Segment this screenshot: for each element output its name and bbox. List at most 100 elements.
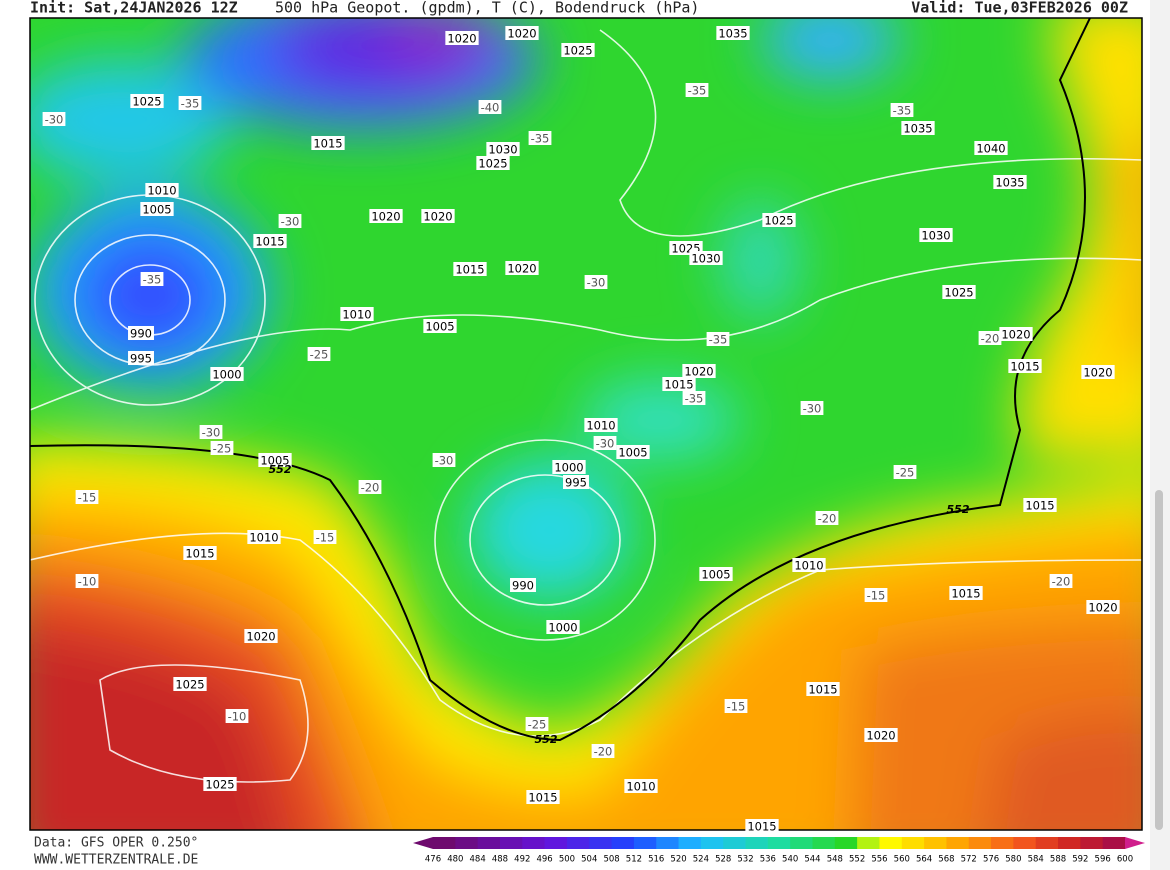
isobar-label: 1020 <box>1083 366 1112 380</box>
scale-swatch <box>678 837 702 849</box>
temperature-label: -35 <box>893 104 912 118</box>
temperature-label: -15 <box>316 531 335 545</box>
scale-label: 596 <box>1095 855 1111 865</box>
isobar-label: 1010 <box>342 308 371 322</box>
temperature-label-box <box>864 588 888 602</box>
scale-label: 512 <box>626 855 642 865</box>
temperature-label: -25 <box>213 442 232 456</box>
isobar-label-box <box>993 175 1027 189</box>
isobar-label-box <box>421 209 455 223</box>
scale-label: 548 <box>827 855 843 865</box>
scale-label: 480 <box>447 855 463 865</box>
isobar-label: 1025 <box>944 286 973 300</box>
temperature-label: -30 <box>45 113 64 127</box>
isobar-label-box <box>999 327 1033 341</box>
scale-label: 564 <box>916 855 932 865</box>
scale-label: 572 <box>961 855 977 865</box>
scale-swatch <box>924 837 947 849</box>
isobar-label-box <box>505 261 539 275</box>
temperature-label-box <box>685 83 709 97</box>
isobar-label: 990 <box>130 327 152 341</box>
scale-label: 488 <box>492 855 508 865</box>
isobar-label-box <box>247 530 281 544</box>
isobar-label: 1010 <box>147 184 176 198</box>
isobar-label-box <box>311 136 345 150</box>
scale-label: 600 <box>1117 855 1133 865</box>
temperature-label: -20 <box>818 512 837 526</box>
temperature-label: -35 <box>688 84 707 98</box>
valid-text: Valid: Tue,03FEB2026 00Z <box>911 0 1128 17</box>
scale-label: 552 <box>849 855 865 865</box>
isobar-label: 1015 <box>1025 499 1054 513</box>
temperature-label-box <box>278 214 302 228</box>
scale-label: 560 <box>894 855 910 865</box>
scale-swatch <box>1080 837 1104 849</box>
isobar-label-box <box>682 364 716 378</box>
isobar-label: 1015 <box>664 378 693 392</box>
temperature-label-box <box>478 100 502 114</box>
temperature-label: -10 <box>78 575 97 589</box>
temperature-label-box <box>432 453 456 467</box>
isobar-label: 1025 <box>132 95 161 109</box>
scale-label: 492 <box>514 855 530 865</box>
temperature-label-box <box>682 391 706 405</box>
scale-label: 568 <box>938 855 954 865</box>
temperature-label: -25 <box>528 718 547 732</box>
isobar-label-box <box>128 326 154 340</box>
scale-swatch <box>991 837 1014 849</box>
scale-arrow-right <box>1125 837 1145 849</box>
isobar-label: 1030 <box>921 229 950 243</box>
isobar-label-box <box>561 43 595 57</box>
isobar-label-box <box>974 141 1008 155</box>
temperature-label: -30 <box>587 276 606 290</box>
scale-swatch <box>544 837 568 849</box>
temperature-label: -20 <box>1052 575 1071 589</box>
scale-label: 584 <box>1028 855 1044 865</box>
temperature-label-box <box>584 275 608 289</box>
scale-label: 508 <box>603 855 619 865</box>
isobar-label-box <box>173 677 207 691</box>
scale-swatch <box>700 837 724 849</box>
scale-label: 500 <box>559 855 575 865</box>
site: WWW.WETTERZENTRALE.DE <box>34 853 198 868</box>
temperature-label-box <box>706 332 730 346</box>
temperature-label: -35 <box>709 333 728 347</box>
isobar-label: 1005 <box>142 203 171 217</box>
isobar-label: 1020 <box>866 729 895 743</box>
temperature-label-box <box>1049 574 1073 588</box>
isobar-label-box <box>806 682 840 696</box>
temperature-label-box <box>42 112 66 126</box>
scale-label: 588 <box>1050 855 1066 865</box>
scale-swatch <box>1058 837 1081 849</box>
isobar-label-box <box>624 779 658 793</box>
isobar-label-box <box>563 475 589 489</box>
isobar-label-box <box>584 418 618 432</box>
temperature-label: -35 <box>531 132 550 146</box>
isobar-label-box <box>689 251 723 265</box>
temperature-label: -20 <box>594 745 613 759</box>
isobar-label: 1015 <box>951 587 980 601</box>
scale-label: 504 <box>581 855 597 865</box>
temperature-label: -35 <box>685 392 704 406</box>
isobar-label: 1015 <box>313 137 342 151</box>
isobar-label-box <box>919 228 953 242</box>
temperature-label-box <box>525 717 549 731</box>
isobar-label: 1030 <box>488 143 517 157</box>
temperature-label: -30 <box>281 215 300 229</box>
scale-swatch <box>857 837 880 849</box>
scale-swatch <box>589 837 613 849</box>
isobar-label-box <box>244 629 278 643</box>
temperature-label: -20 <box>981 332 1000 346</box>
scale-swatch <box>1102 837 1126 849</box>
temperature-label: -35 <box>143 273 162 287</box>
scale-label: 576 <box>983 855 999 865</box>
scale-label: 516 <box>648 855 664 865</box>
isobar-label: 1015 <box>1010 360 1039 374</box>
temperature-label: -40 <box>481 101 500 115</box>
scale-swatch <box>633 837 657 849</box>
scale-swatch <box>656 837 680 849</box>
isobar-label: 1020 <box>246 630 275 644</box>
contour-label: 552 <box>947 503 970 516</box>
